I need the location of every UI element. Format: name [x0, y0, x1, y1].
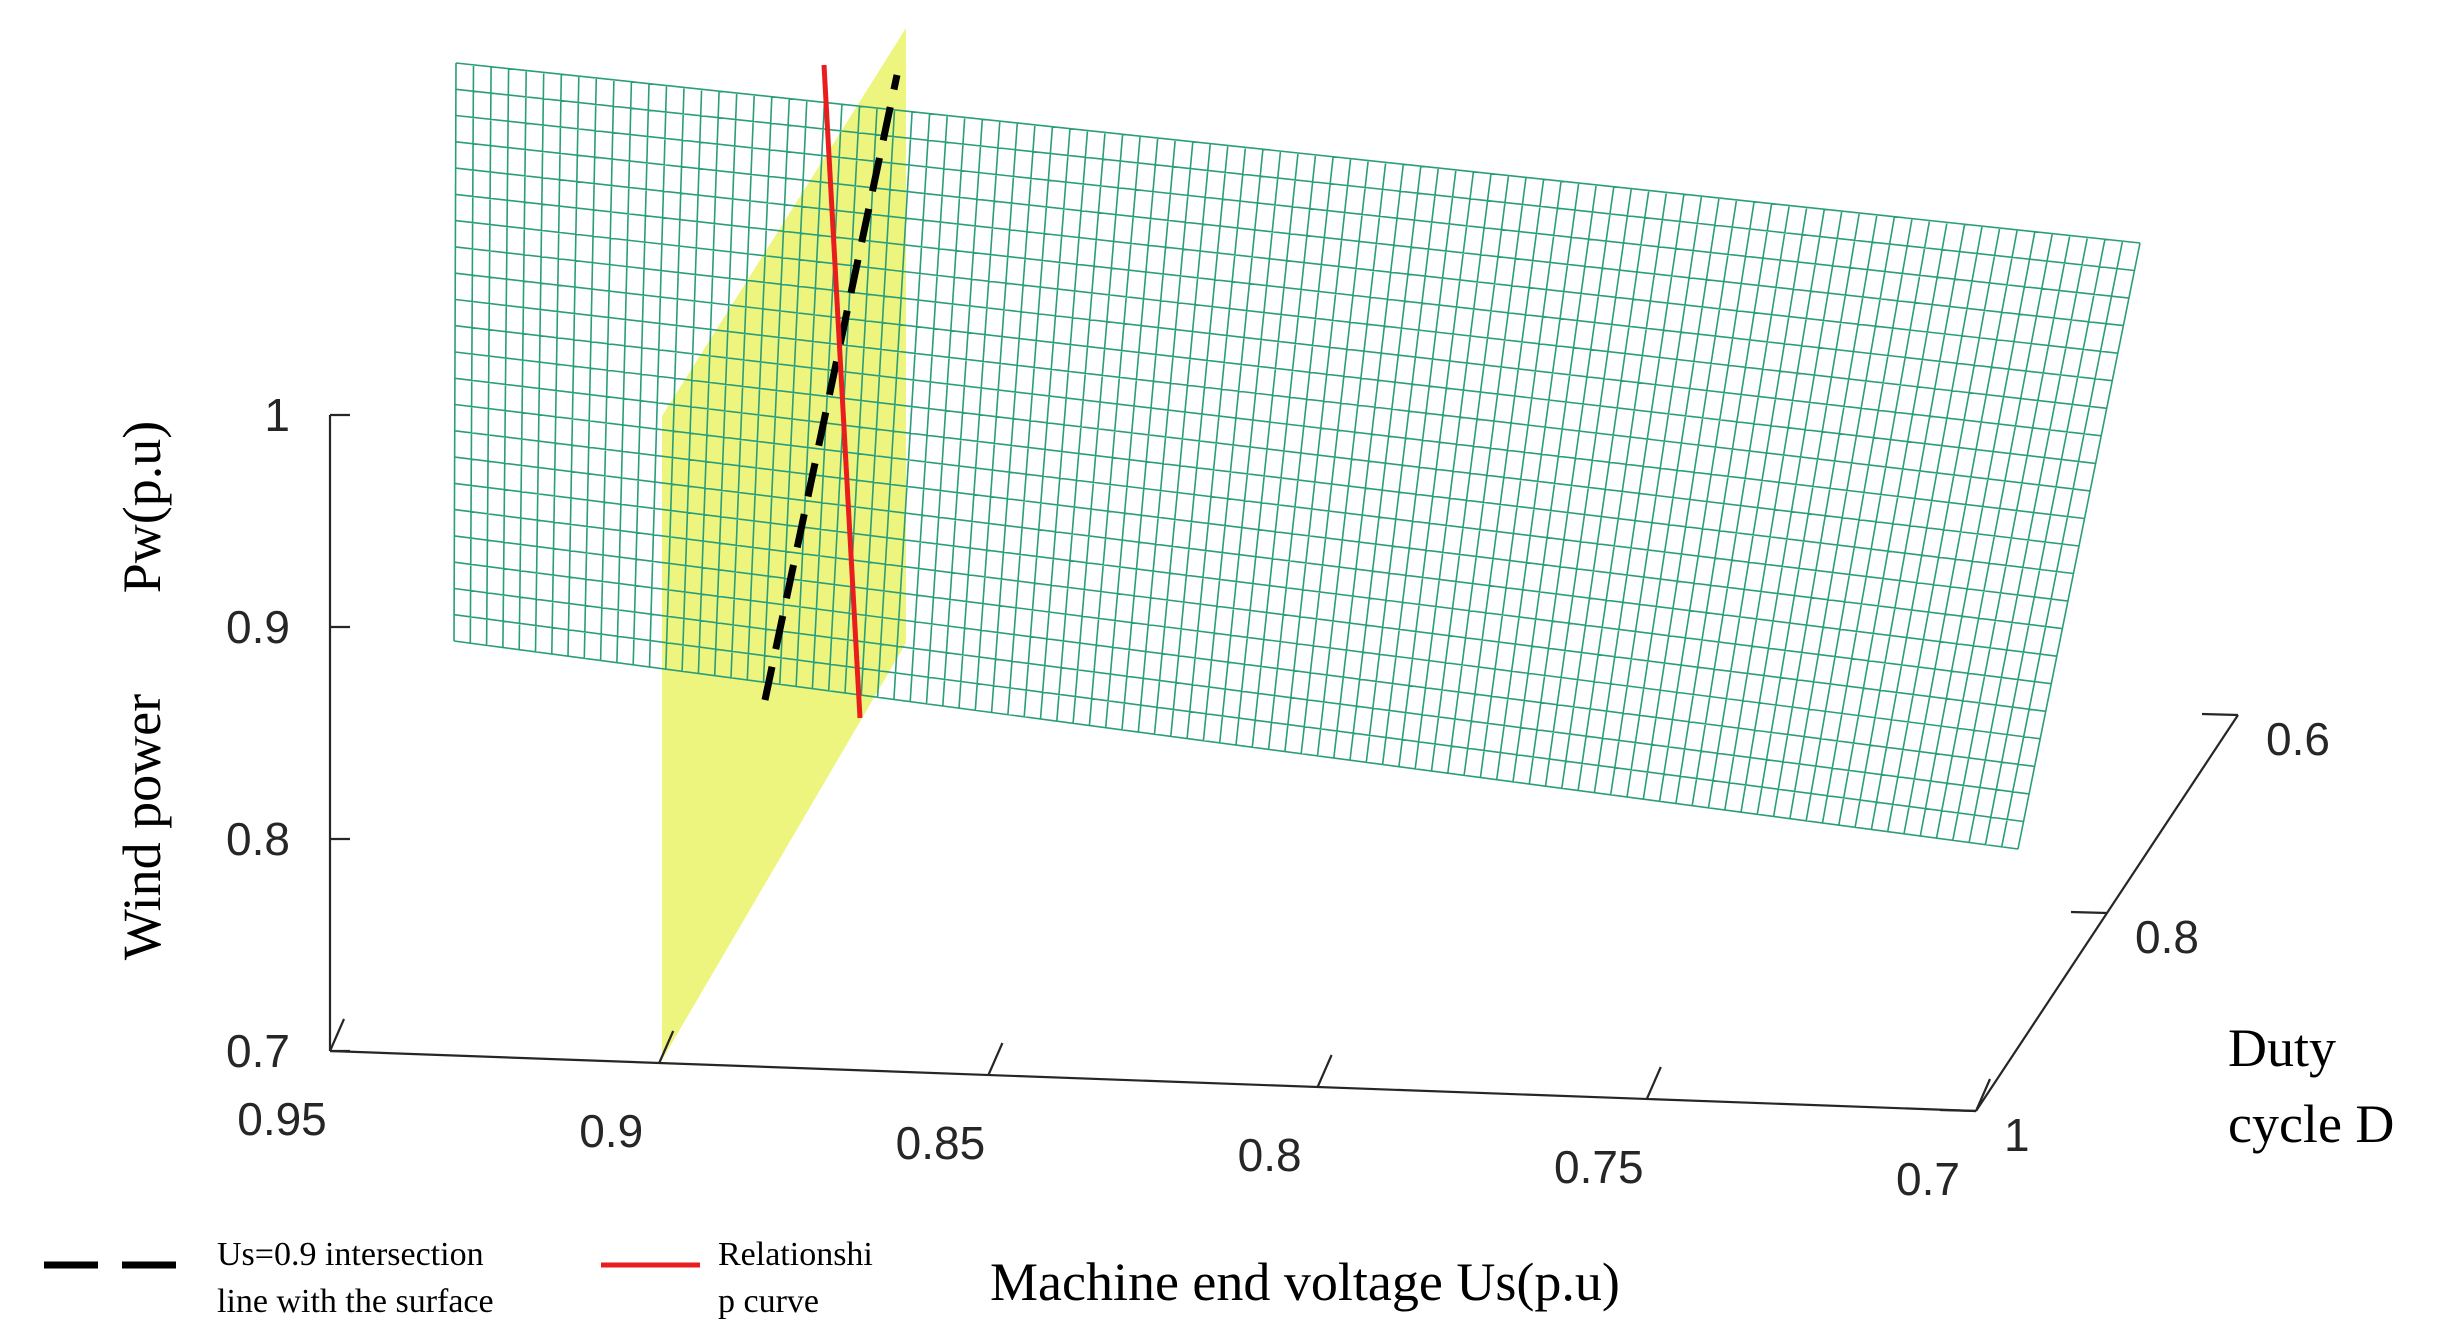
x-tick-mark: [1645, 1066, 1662, 1100]
legend: Us=0.9 intersection line with the surfac…: [44, 1236, 873, 1320]
y-tick-mark: [2070, 910, 2108, 915]
y-tick-mark: [2201, 712, 2239, 717]
x-tick-label: 0.75: [1554, 1141, 1644, 1193]
y-tick-label: 0.8: [2135, 911, 2199, 963]
x-tick-label: 0.95: [237, 1093, 327, 1145]
x-tick-label: 0.9: [579, 1105, 643, 1157]
legend-label-relationship-line1: Relationshi: [718, 1236, 873, 1273]
x-axis-ticks: 0.95 0.9 0.85 0.8 0.75 0.7: [237, 1018, 1992, 1205]
x-tick-label: 0.8: [1238, 1129, 1302, 1181]
y-tick-label: 1: [2004, 1109, 2030, 1161]
surface-mesh-lines: [453, 62, 2141, 850]
z-tick-label: 0.7: [226, 1025, 290, 1077]
z-tick-label: 0.8: [226, 813, 290, 865]
legend-label-relationship-line2: p curve: [718, 1283, 819, 1320]
y-axis-title-line1: Duty: [2228, 1018, 2336, 1078]
y-tick-mark: [1939, 1108, 1977, 1113]
y-axis-title-line2: cycle D: [2228, 1094, 2394, 1154]
legend-label-intersection-line2: line with the surface: [217, 1283, 494, 1320]
legend-label-intersection-line1: Us=0.9 intersection: [217, 1236, 484, 1273]
x-axis-title: Machine end voltage Us(p.u): [990, 1252, 1620, 1312]
x-tick-mark: [658, 1030, 675, 1064]
y-tick-label: 0.6: [2266, 713, 2330, 765]
relationship-curve: [821, 64, 863, 719]
z-axis-ticks: 1 0.9 0.8 0.7: [226, 389, 350, 1077]
x-tick-label: 0.85: [896, 1117, 986, 1169]
z-tick-label: 1: [264, 389, 290, 441]
z-axis-title-line2: Pw(p.u): [112, 421, 172, 594]
x-axis-line: [329, 1049, 1977, 1113]
z-axis-title-line1: Wind power: [112, 694, 172, 960]
x-tick-mark: [987, 1042, 1004, 1076]
x-tick-label: 0.7: [1896, 1153, 1960, 1205]
x-tick-mark: [1974, 1078, 1992, 1112]
y-axis-ticks: 0.6 0.8 1: [1939, 712, 2330, 1161]
us-plane: [662, 28, 906, 1060]
intersection-line: [761, 74, 901, 701]
x-tick-mark: [328, 1018, 346, 1052]
x-tick-mark: [1316, 1054, 1333, 1088]
z-tick-label: 0.9: [226, 601, 290, 653]
surface-mesh: [453, 62, 2141, 850]
